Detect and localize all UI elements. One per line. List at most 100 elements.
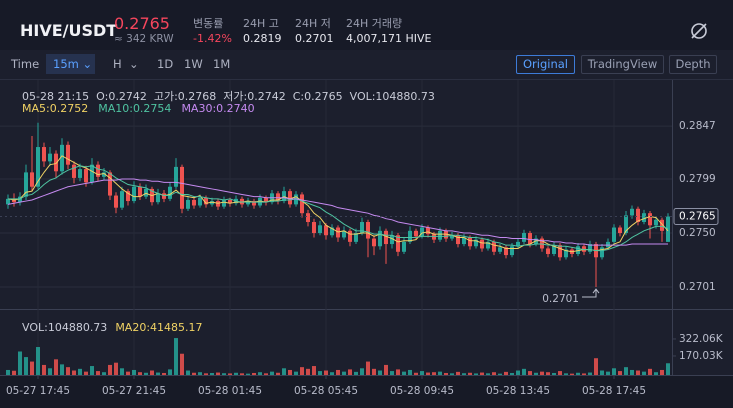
stat-label: 24H 거래량 [346, 17, 403, 30]
candle-body [300, 194, 304, 214]
volume-bar [462, 373, 466, 375]
volume-tick-label: 322.06K [679, 333, 724, 345]
ohlc-info: 05-28 21:15 O:0.2742 고가:0.2768 저가:0.2742 C:0… [22, 88, 442, 104]
interval-button[interactable]: 1M [213, 57, 231, 71]
candle-body [210, 201, 214, 205]
candle-body [336, 227, 340, 238]
ohlc-value: 저가:0.2742 [223, 90, 286, 103]
volume-bar [300, 367, 304, 375]
candle-body [318, 225, 322, 234]
view-button[interactable]: TradingView [581, 55, 664, 74]
volume-bar [90, 366, 94, 375]
volume-bar [474, 373, 478, 375]
candle-body [636, 208, 640, 223]
interval-label: 15m [53, 57, 79, 71]
volume-bar [504, 371, 508, 375]
interval-button[interactable]: H ⌄ [113, 57, 139, 71]
volume-bar [318, 371, 322, 375]
candle-body [36, 147, 40, 187]
candle-body [480, 239, 484, 249]
volume-bar [168, 369, 172, 375]
candle-body [420, 227, 424, 237]
volume-bar [450, 373, 454, 375]
candle-body [426, 227, 430, 235]
view-button[interactable]: Original [516, 55, 575, 74]
view-button[interactable]: Depth [669, 55, 717, 74]
candle-body [504, 247, 508, 256]
ohlc-value: VOL:104880.73 [349, 90, 435, 103]
volume-bar [330, 372, 334, 375]
candle-body [228, 199, 232, 204]
volume-bar [492, 372, 496, 375]
volume-bar [396, 369, 400, 375]
volume-bar [114, 362, 118, 375]
price: 0.2765 [114, 14, 170, 33]
volume-bar [528, 371, 532, 375]
interval-button[interactable]: 15m ⌄ [46, 54, 95, 74]
candle-body [312, 222, 316, 234]
ohlc-value: 05-28 21:15 [22, 90, 90, 103]
candle-body [630, 208, 634, 216]
volume-bar [384, 364, 388, 375]
settings-icon[interactable] [689, 21, 709, 41]
candle-body [48, 153, 52, 162]
candle-body [162, 193, 166, 199]
volume-bar [354, 371, 358, 375]
candle-body [438, 230, 442, 240]
symbol: HIVE/USDT [20, 21, 118, 40]
candle-body [552, 245, 556, 254]
candle-body [342, 230, 346, 238]
stat-label: 변동률 [193, 17, 224, 30]
candle-body [84, 169, 88, 183]
current-price-tag [673, 207, 719, 225]
volume-bar [630, 369, 634, 375]
candle-body [54, 153, 58, 172]
volume-bar [414, 372, 418, 375]
volume-info-entry: MA20:41485.17 [115, 321, 203, 334]
volume-bar [66, 367, 70, 375]
candle-body [444, 230, 448, 239]
x-tick-label: 05-27 17:45 [6, 385, 70, 397]
x-tick-label: 05-28 17:45 [582, 385, 646, 397]
interval-button[interactable]: 1W [184, 57, 203, 71]
volume-bar [588, 372, 592, 375]
time-button[interactable]: Time [11, 57, 40, 71]
candle-body [540, 238, 544, 249]
candle-body [606, 241, 610, 248]
volume-bar [198, 372, 202, 375]
volume-info-entry: VOL:104880.73 [22, 321, 108, 334]
volume-bar [342, 371, 346, 375]
volume-bar [174, 338, 178, 375]
volume-bar [204, 373, 208, 375]
candle-body [264, 197, 268, 203]
ma-line [8, 165, 669, 252]
volume-bar [654, 372, 658, 375]
toolbar: Time 15m ⌄ H ⌄ 1D 1W 1M Original Trading… [0, 51, 733, 80]
volume-bar [570, 373, 574, 375]
volume-bar [516, 370, 520, 375]
candle-body [144, 188, 148, 197]
candle-body [294, 194, 298, 205]
candle-body [486, 241, 490, 249]
volume-bar [432, 372, 436, 375]
volume-bar [270, 371, 274, 375]
x-tick-label: 05-28 09:45 [390, 385, 454, 397]
volume-bar [216, 372, 220, 375]
x-tick-label: 05-28 05:45 [294, 385, 358, 397]
interval-button[interactable]: 1D [157, 57, 174, 71]
ohlc-value: O:0.2742 [96, 90, 147, 103]
volume-bar [240, 373, 244, 375]
candle-body [450, 235, 454, 239]
stat-value: 0.2819 [243, 32, 282, 45]
candle-body [396, 235, 400, 252]
candle-body [462, 237, 466, 245]
candle-body [288, 191, 292, 205]
volume-bar [84, 371, 88, 375]
volume-bar [276, 372, 280, 375]
low-marker-arrow [592, 288, 600, 294]
candle-body [78, 169, 82, 178]
stat-value: 0.2701 [295, 32, 334, 45]
volume-bar [60, 364, 64, 375]
candle-body [648, 213, 652, 226]
